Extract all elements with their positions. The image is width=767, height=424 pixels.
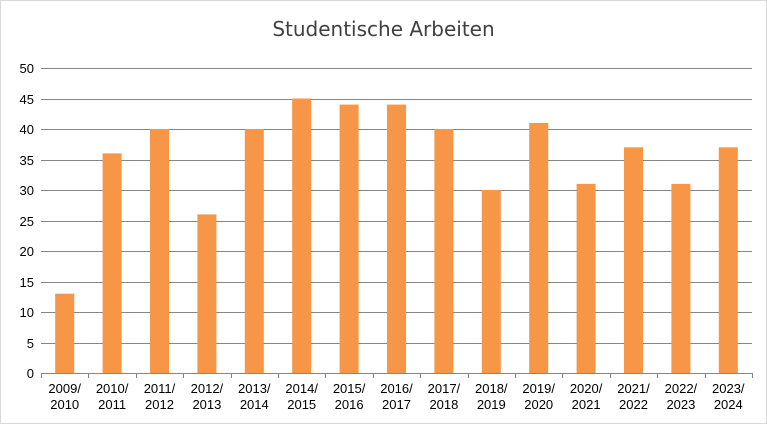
x-tick-label: 2023/2024 — [712, 381, 745, 412]
bar — [387, 104, 406, 373]
x-tick-label-line: 2020 — [524, 397, 553, 412]
bar — [481, 190, 501, 373]
x-axis — [41, 373, 753, 378]
bar — [434, 129, 454, 373]
x-tick-label-line: 2021/ — [617, 381, 650, 396]
x-tick-label: 2021/2022 — [617, 381, 650, 412]
x-tick-label: 2018/2019 — [475, 381, 508, 412]
x-tick-label-line: 2016/ — [380, 381, 413, 396]
x-tick-label: 2016/2017 — [380, 381, 413, 412]
x-tick-label-line: 2019/ — [522, 381, 555, 396]
bar — [197, 214, 217, 373]
x-tick-label-line: 2023/ — [712, 381, 745, 396]
x-tick-label: 2022/2023 — [665, 381, 698, 412]
x-axis-ticks: 2009/20102010/20112011/20122012/20132013… — [48, 381, 745, 412]
x-tick-label-line: 2011/ — [144, 381, 176, 396]
bar — [102, 153, 122, 373]
x-tick-label-line: 2020/ — [570, 381, 603, 396]
y-tick-label: 45 — [20, 92, 34, 107]
x-tick-label-line: 2017/ — [428, 381, 461, 396]
bar — [55, 293, 75, 373]
x-tick-label-line: 2022 — [619, 397, 648, 412]
x-tick-label-line: 2016 — [335, 397, 364, 412]
y-tick-label: 30 — [20, 183, 34, 198]
bar — [244, 129, 264, 373]
y-tick-label: 35 — [20, 153, 34, 168]
y-tick-label: 15 — [20, 275, 34, 290]
bar — [671, 183, 691, 373]
x-tick-label: 2011/2012 — [144, 381, 176, 412]
x-tick-label: 2020/2021 — [570, 381, 603, 412]
y-tick-label: 20 — [20, 244, 34, 259]
bar — [150, 129, 169, 373]
x-tick-label-line: 2022/ — [665, 381, 698, 396]
x-tick-label-line: 2015/ — [333, 381, 366, 396]
x-tick-label-line: 2018/ — [475, 381, 508, 396]
bar — [624, 147, 643, 373]
y-tick-label: 0 — [27, 366, 34, 381]
x-tick-label-line: 2010 — [50, 397, 79, 412]
x-tick-label: 2015/2016 — [333, 381, 366, 412]
x-tick-label: 2017/2018 — [428, 381, 461, 412]
x-tick-label-line: 2024 — [714, 397, 743, 412]
bar — [292, 98, 312, 373]
x-tick-label-line: 2013/ — [238, 381, 271, 396]
bar — [339, 104, 359, 373]
x-tick-label: 2012/2013 — [191, 381, 224, 412]
x-tick-label-line: 2010/ — [96, 381, 129, 396]
y-tick-label: 5 — [27, 336, 34, 351]
x-tick-label-line: 2012 — [145, 397, 174, 412]
x-tick-label-line: 2019 — [477, 397, 506, 412]
x-tick-label: 2014/2015 — [285, 381, 318, 412]
x-tick-label-line: 2021 — [572, 397, 601, 412]
x-tick-label-line: 2013 — [192, 397, 221, 412]
x-tick-label-line: 2014/ — [285, 381, 318, 396]
x-tick-label-line: 2018 — [429, 397, 458, 412]
bars — [55, 98, 738, 374]
y-tick-label: 25 — [20, 214, 34, 229]
x-tick-label-line: 2023 — [666, 397, 695, 412]
y-tick-label: 10 — [20, 305, 34, 320]
x-tick-label: 2010/2011 — [96, 381, 129, 412]
x-tick-label-line: 2012/ — [191, 381, 224, 396]
bar — [718, 147, 738, 373]
bar — [529, 122, 549, 374]
x-tick-label-line: 2009/ — [48, 381, 81, 396]
y-tick-label: 40 — [20, 122, 34, 137]
chart-title: Studentische Arbeiten — [272, 17, 495, 41]
x-tick-label-line: 2011 — [98, 397, 126, 412]
y-tick-label: 50 — [20, 61, 34, 76]
bar — [576, 183, 596, 373]
x-tick-label-line: 2017 — [382, 397, 411, 412]
x-tick-label: 2013/2014 — [238, 381, 271, 412]
x-tick-label: 2009/2010 — [48, 381, 81, 412]
x-tick-label: 2019/2020 — [522, 381, 555, 412]
x-tick-label-line: 2015 — [287, 397, 316, 412]
x-tick-label-line: 2014 — [240, 397, 269, 412]
y-axis-ticks: 0 5 10 15 20 25 30 35 40 45 50 — [20, 61, 34, 381]
